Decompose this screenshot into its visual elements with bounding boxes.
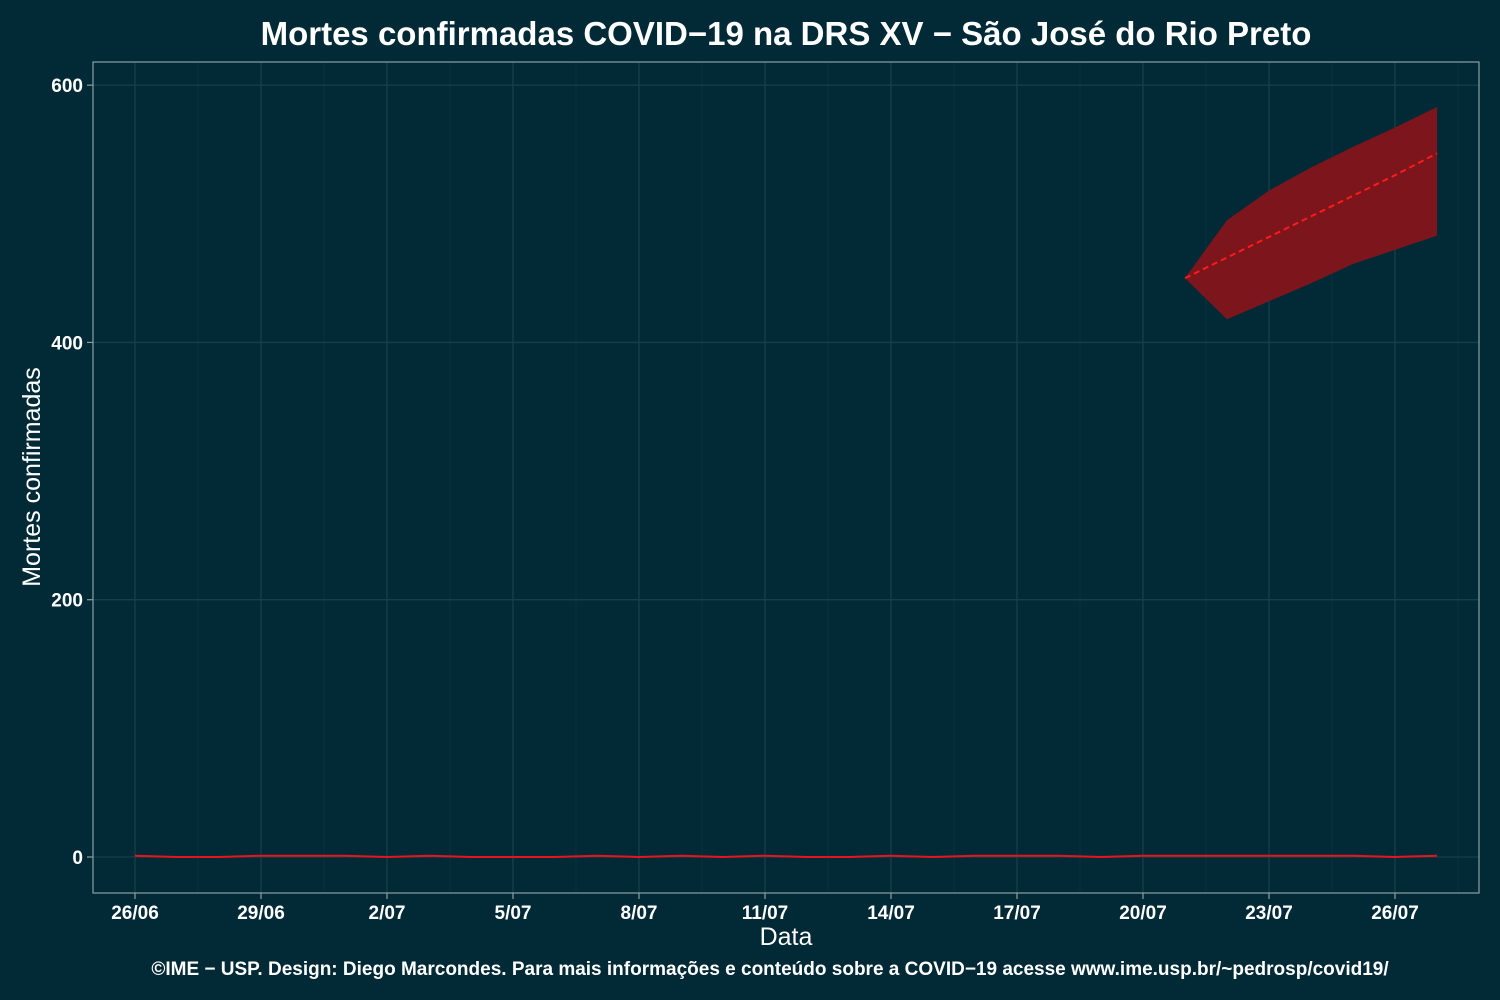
confidence-band-layer	[1185, 107, 1437, 320]
x-tick-label: 29/06	[237, 903, 285, 924]
y-tick-label: 600	[51, 76, 83, 97]
y-tick-label: 200	[51, 591, 83, 612]
footer-credit: ©IME − USP. Design: Diego Marcondes. Par…	[151, 959, 1389, 980]
x-tick-label: 26/06	[111, 903, 159, 924]
x-tick-label: 26/07	[1371, 903, 1419, 924]
y-tick-label: 400	[51, 333, 83, 354]
y-tick-label: 0	[72, 848, 83, 869]
x-tick-label: 20/07	[1119, 903, 1167, 924]
series-layer	[134, 152, 1438, 858]
x-tick-label: 23/07	[1245, 903, 1293, 924]
plot-area	[92, 61, 1480, 894]
x-tick-label: 11/07	[742, 903, 789, 924]
x-tick-label: 17/07	[993, 903, 1041, 924]
x-axis-label: Data	[760, 923, 813, 951]
confidence-band	[1185, 107, 1437, 320]
observed-line	[134, 854, 1438, 858]
y-axis-label: Mortes confirmadas	[18, 367, 46, 587]
x-tick-label: 5/07	[495, 903, 532, 924]
x-tick-label: 14/07	[867, 903, 915, 924]
grid	[93, 62, 1479, 893]
plot-border	[92, 61, 1480, 894]
x-axis: 26/06 29/06 2/07 5/07 8/07 11/07 14/07 17/07 20/…	[111, 893, 1419, 924]
forecast-line	[1184, 152, 1438, 280]
y-axis: 0 200 400 600	[51, 76, 93, 869]
x-tick-label: 8/07	[621, 903, 658, 924]
x-tick-label: 2/07	[369, 903, 406, 924]
chart-title: Mortes confirmadas COVID−19 na DRS XV − …	[261, 15, 1312, 52]
